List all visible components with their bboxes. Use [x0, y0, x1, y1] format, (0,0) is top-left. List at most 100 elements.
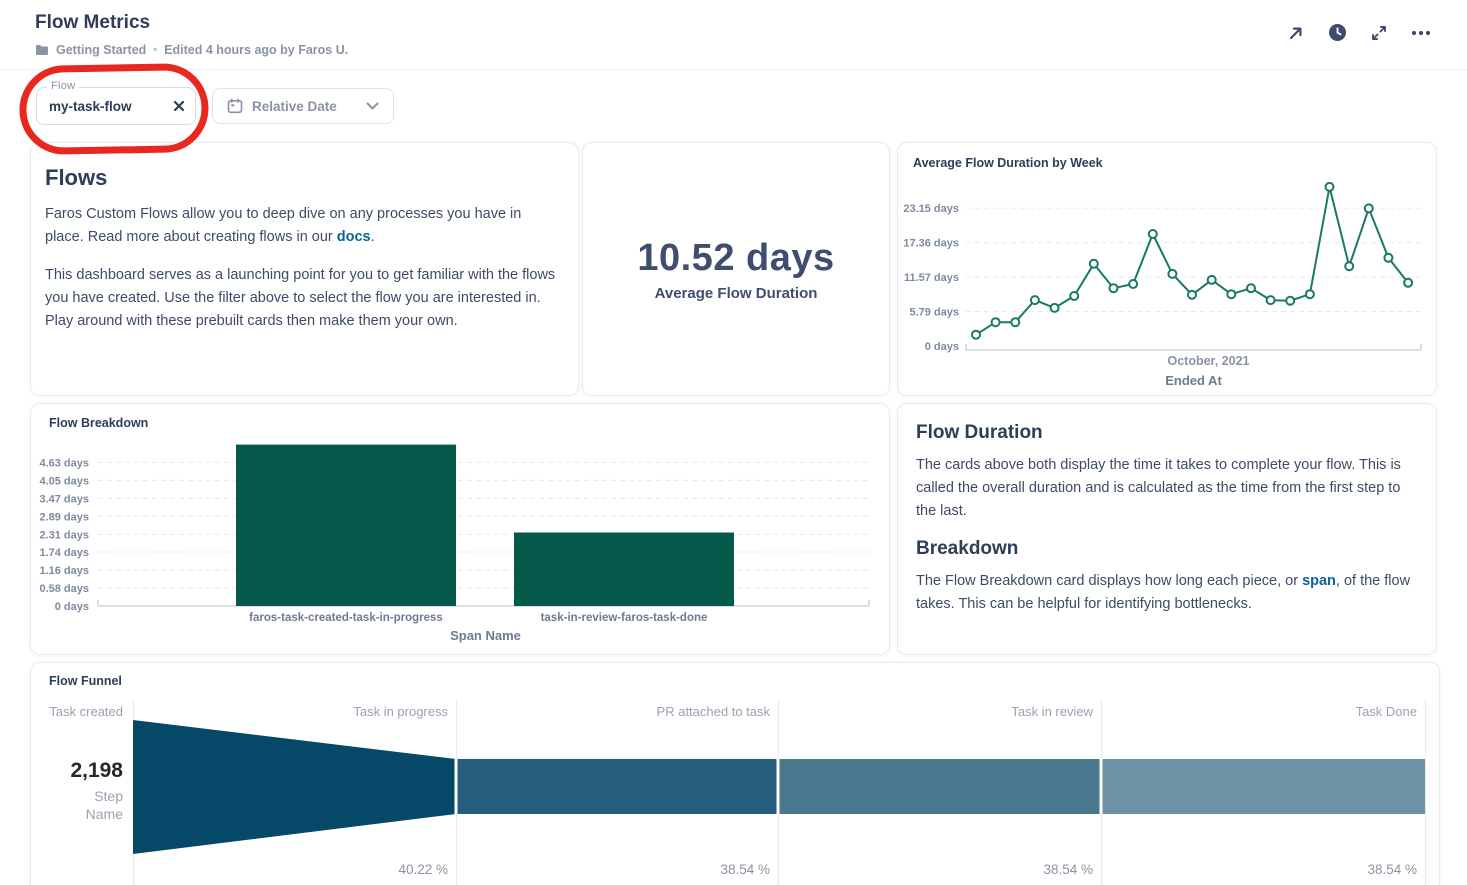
- data-point: [1324, 181, 1335, 192]
- flow-funnel-chart: Task created Task in progress PR attached …: [31, 663, 1441, 885]
- x-axis-title: Ended At: [1165, 373, 1222, 388]
- data-point: [971, 329, 981, 340]
- flow-breakdown-bar-chart: 0 days 0.58 days 1.16 days 1.74 days 2.31 da…: [39, 444, 870, 643]
- x-group-label: October, 2021: [1168, 354, 1250, 368]
- folder-icon: [35, 44, 49, 56]
- funnel-column-separator: [1425, 699, 1426, 885]
- data-point: [1246, 283, 1256, 294]
- page-title: Flow Metrics: [35, 12, 151, 33]
- funnel-stage-label: PR attached to task: [656, 704, 770, 719]
- relative-date-button[interactable]: Relative Date: [212, 88, 394, 124]
- flow-filter-chip[interactable]: Flow my-task-flow: [36, 80, 196, 125]
- avg-duration-line-chart: 0 days 5.79 days 11.57 days 17.36 days 23.15…: [903, 181, 1422, 388]
- svg-text:4.05 days: 4.05 days: [39, 475, 89, 487]
- span-link[interactable]: span: [1302, 573, 1336, 589]
- funnel-stage-label: Task in progress: [353, 704, 448, 719]
- svg-text:2.31 days: 2.31 days: [39, 529, 89, 541]
- data-point: [1010, 317, 1021, 328]
- bar-category-label: faros-task-created-task-in-progress: [249, 612, 443, 624]
- svg-text:5.79 days: 5.79 days: [909, 307, 959, 319]
- funnel-title: Flow Funnel: [49, 674, 122, 688]
- close-icon[interactable]: [173, 100, 185, 112]
- funnel-stage-label: Task created: [49, 704, 123, 719]
- data-point: [1069, 291, 1080, 301]
- svg-text:11.57 days: 11.57 days: [904, 272, 959, 284]
- data-point: [1147, 229, 1158, 239]
- funnel-stage-label: Task in review: [1011, 704, 1093, 719]
- header-actions: [1287, 23, 1431, 42]
- data-point: [1403, 277, 1414, 288]
- data-point: [1088, 258, 1099, 269]
- relative-date-label: Relative Date: [252, 98, 337, 114]
- flow-filter-label: Flow: [47, 80, 80, 92]
- data-point: [990, 317, 1001, 328]
- docs-link[interactable]: docs: [336, 229, 371, 245]
- funnel-segment: [456, 759, 778, 814]
- svg-text:23.15 days: 23.15 days: [903, 203, 959, 215]
- data-point: [1128, 279, 1139, 289]
- average-duration-label: Average Flow Duration: [654, 284, 818, 302]
- funnel-axis-label: Step Name: [85, 788, 123, 822]
- bar: [236, 444, 456, 606]
- average-duration-card: 10.52 days Average Flow Duration: [582, 142, 890, 396]
- funnel-segment: [1101, 759, 1425, 814]
- bar: [514, 532, 734, 606]
- funnel-segment: [133, 720, 456, 854]
- flows-card: Flows Faros Custom Flows allow you to de…: [30, 142, 579, 396]
- funnel-percentage: 38.54 %: [1367, 862, 1417, 877]
- funnel-percentage: 38.54 %: [720, 862, 770, 877]
- data-point: [1363, 203, 1374, 214]
- flows-heading: Flows: [45, 165, 108, 190]
- x-axis-title: Span Name: [450, 628, 521, 643]
- data-point: [1383, 252, 1394, 263]
- flow-duration-card: Flow Duration The cards above both displ…: [897, 403, 1437, 655]
- data-point: [1167, 268, 1178, 279]
- svg-text:3.47 days: 3.47 days: [39, 493, 89, 505]
- flows-paragraph-1: Faros Custom Flows allow you to deep div…: [45, 206, 522, 245]
- funnel-first-step-value: 2,198: [70, 759, 123, 782]
- data-point: [1049, 302, 1060, 313]
- fullscreen-icon[interactable]: [1370, 24, 1388, 42]
- funnel-shapes: [133, 720, 1425, 854]
- average-duration-value: 10.52 days: [637, 236, 835, 279]
- line-series: [975, 185, 1409, 336]
- filter-bar: Flow my-task-flow Relative Date: [0, 63, 1467, 155]
- page-header: Flow Metrics Getting Started • Edited 4 …: [0, 0, 1467, 70]
- flow-duration-paragraph: The cards above both display the time it…: [916, 457, 1401, 519]
- open-in-new-icon[interactable]: [1287, 24, 1305, 42]
- avg-duration-line-chart-card: Average Flow Duration by Week 0 days 5.79…: [897, 142, 1437, 396]
- svg-text:1.74 days: 1.74 days: [39, 547, 89, 559]
- svg-text:1.16 days: 1.16 days: [39, 565, 89, 577]
- svg-text:0.58 days: 0.58 days: [39, 583, 89, 595]
- funnel-percentage: 40.22 %: [398, 862, 448, 877]
- data-point: [1187, 289, 1197, 300]
- more-icon[interactable]: [1411, 30, 1431, 36]
- history-icon[interactable]: [1328, 23, 1347, 42]
- line-chart-title: Average Flow Duration by Week: [913, 156, 1103, 170]
- data-point: [1108, 283, 1119, 294]
- calendar-icon: [227, 98, 243, 114]
- svg-text:4.63 days: 4.63 days: [39, 457, 89, 469]
- breakdown-paragraph: The Flow Breakdown card displays how lon…: [916, 573, 1411, 612]
- breadcrumb-separator: •: [153, 44, 158, 56]
- data-point: [1029, 295, 1040, 306]
- flow-duration-heading: Flow Duration: [916, 422, 1043, 443]
- svg-text:0 days: 0 days: [925, 341, 959, 353]
- flows-paragraph-2: This dashboard serves as a launching poi…: [45, 267, 556, 329]
- svg-text:0 days: 0 days: [55, 601, 89, 613]
- breadcrumb-folder-name[interactable]: Getting Started: [56, 43, 147, 57]
- data-point: [1344, 261, 1355, 272]
- data-point: [1285, 295, 1296, 306]
- data-point: [1304, 289, 1315, 300]
- flow-filter-value: my-task-flow: [49, 98, 132, 114]
- funnel-first-step-stat: 2,198 Step Name: [31, 758, 123, 823]
- svg-text:17.36 days: 17.36 days: [903, 238, 959, 250]
- bar-category-label: task-in-review-faros-task-done: [541, 612, 708, 624]
- bar-chart-title: Flow Breakdown: [49, 416, 149, 430]
- breakdown-heading: Breakdown: [916, 538, 1019, 559]
- flow-breakdown-card: Flow Breakdown 0 days 0.58 days 1.16 days 1…: [30, 403, 890, 655]
- funnel-percentage: 38.54 %: [1043, 862, 1093, 877]
- funnel-segment: [778, 759, 1101, 814]
- breadcrumb: Getting Started • Edited 4 hours ago by …: [35, 43, 348, 57]
- data-point: [1265, 295, 1276, 306]
